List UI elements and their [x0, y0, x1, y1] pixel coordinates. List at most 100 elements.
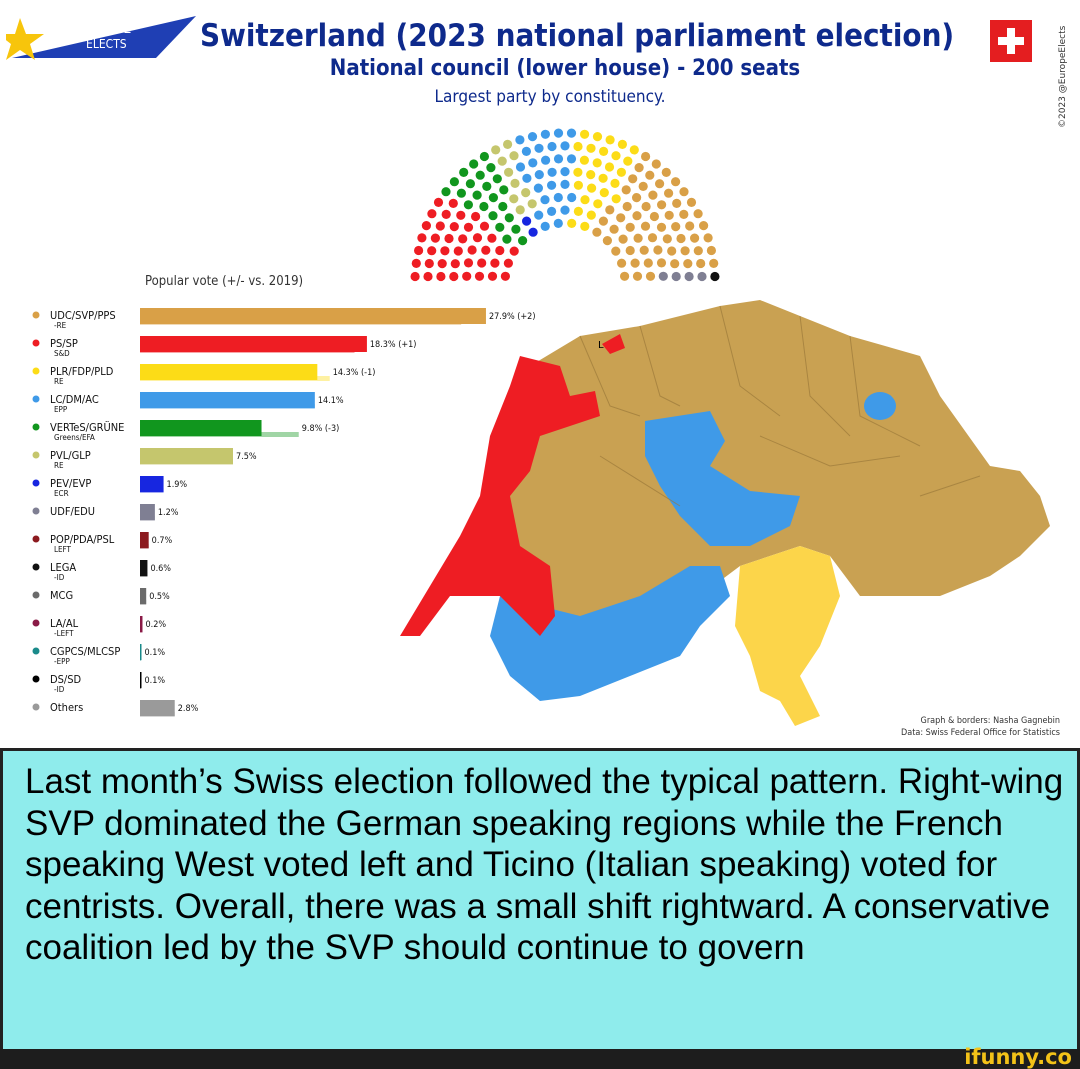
seat-dot: [634, 163, 644, 173]
seat-dot: [593, 199, 603, 209]
seat-dot: [661, 167, 671, 177]
seat-dot: [477, 258, 487, 268]
legend-dot: [32, 423, 40, 431]
seat-dot: [450, 259, 460, 269]
seat-dot: [481, 245, 491, 255]
seat-dot: [686, 197, 697, 207]
bar: [140, 672, 142, 688]
legend-dot: [32, 339, 40, 347]
bar-value-label: 27.9% (+2): [489, 312, 536, 322]
legend-dot: [32, 619, 40, 627]
seat-dot: [515, 205, 525, 215]
seat-dot: [521, 188, 531, 198]
seat-dot: [456, 188, 466, 198]
seat-dot: [540, 129, 550, 139]
seat-dot: [580, 221, 590, 231]
seat-dot: [448, 198, 458, 208]
seat-dot: [441, 209, 451, 219]
seat-dot: [598, 173, 608, 183]
seat-dot: [541, 155, 551, 165]
seat-dot: [643, 258, 653, 268]
seat-dot: [693, 209, 703, 219]
seat-dot: [437, 259, 447, 269]
seat-dot: [479, 201, 489, 212]
popular-vote-bar-chart: UDC/SVP/PPS-RE 27.9% (+2) PS/SPS&D 18.3% (+…: [32, 308, 536, 717]
seat-dot: [592, 132, 603, 142]
bar-chart-title: Popular vote (+/- vs. 2019): [145, 274, 304, 289]
seat-dot: [410, 271, 420, 282]
seat-dot: [472, 233, 483, 243]
seat-dot: [504, 167, 514, 177]
bar-value-label: 0.1%: [145, 676, 166, 686]
seat-dot: [534, 170, 544, 180]
seat-dot: [573, 206, 583, 216]
footer-bar: ifunny.co: [0, 1045, 1080, 1069]
seat-dot: [611, 151, 621, 161]
bar-value-label: 2.8%: [178, 704, 199, 714]
seat-dot: [490, 258, 500, 268]
bar: [140, 532, 149, 548]
map-region-lc-east: [864, 392, 896, 420]
map-region-lc-central: [645, 411, 800, 546]
seat-dot: [417, 233, 427, 243]
seat-dot: [573, 167, 583, 177]
bar-category-label: UDF/EDU: [50, 505, 95, 518]
chart-subtitle: National council (lower house) - 200 sea…: [329, 56, 801, 81]
bar: [140, 420, 262, 436]
seat-dot: [421, 221, 431, 231]
bar: [140, 644, 142, 660]
seat-dot: [488, 193, 498, 203]
bar-value-label: 0.7%: [152, 536, 173, 546]
seat-dot: [487, 271, 498, 281]
map-region-ps-north: [602, 334, 625, 354]
seat-dot: [664, 188, 674, 198]
seat-dot: [623, 156, 633, 166]
seat-dot: [521, 146, 531, 156]
bar-group-label: Greens/EFA: [54, 433, 95, 442]
seat-dot: [458, 234, 468, 244]
seat-dot: [492, 174, 502, 184]
seat-dot: [710, 271, 720, 282]
legend-dot: [32, 675, 40, 683]
legend-dot: [32, 451, 40, 459]
seat-dot: [693, 246, 703, 256]
bar-value-label: 0.5%: [149, 592, 170, 602]
seat-dot: [414, 245, 424, 256]
seat-dot: [638, 181, 648, 191]
seat-dot: [667, 246, 677, 256]
map-region-ps: [400, 356, 600, 636]
seat-dot: [533, 183, 543, 193]
seat-dot: [522, 173, 532, 183]
seat-dot: [573, 141, 583, 152]
seat-dot: [515, 162, 526, 172]
bar-group-label: -EPP: [54, 657, 70, 666]
seat-dot: [647, 233, 658, 243]
map-region-lc-valais: [490, 566, 730, 701]
seat-dot: [503, 258, 513, 268]
bar-group-label: -RE: [54, 321, 67, 330]
seat-dot: [653, 245, 663, 255]
seat-dot: [587, 183, 597, 193]
seat-dot: [628, 174, 638, 184]
bar-category-label: UDC/SVP/PPS: [50, 309, 116, 322]
legend-dot: [32, 507, 40, 515]
seat-dot: [609, 224, 619, 234]
seat-dot: [482, 181, 492, 191]
chart-subtitle-2: Largest party by constituency.: [434, 87, 666, 107]
seat-dot: [491, 145, 501, 155]
seat-dot: [547, 167, 557, 177]
seat-dot: [617, 139, 627, 149]
bar-category-label: PEV/EVP: [50, 477, 91, 490]
seat-dot: [560, 179, 570, 189]
seat-dot: [500, 271, 510, 281]
seat-dot: [527, 132, 538, 142]
seat-dot: [427, 246, 437, 256]
legend-dot: [32, 703, 40, 711]
seat-dot: [580, 195, 590, 205]
seat-dot: [502, 234, 512, 244]
logo-line-1: EUROPE: [80, 21, 132, 37]
seat-dot: [553, 154, 564, 164]
seat-dot: [449, 222, 459, 232]
seat-dot: [622, 201, 632, 212]
legend-dot: [32, 367, 40, 375]
